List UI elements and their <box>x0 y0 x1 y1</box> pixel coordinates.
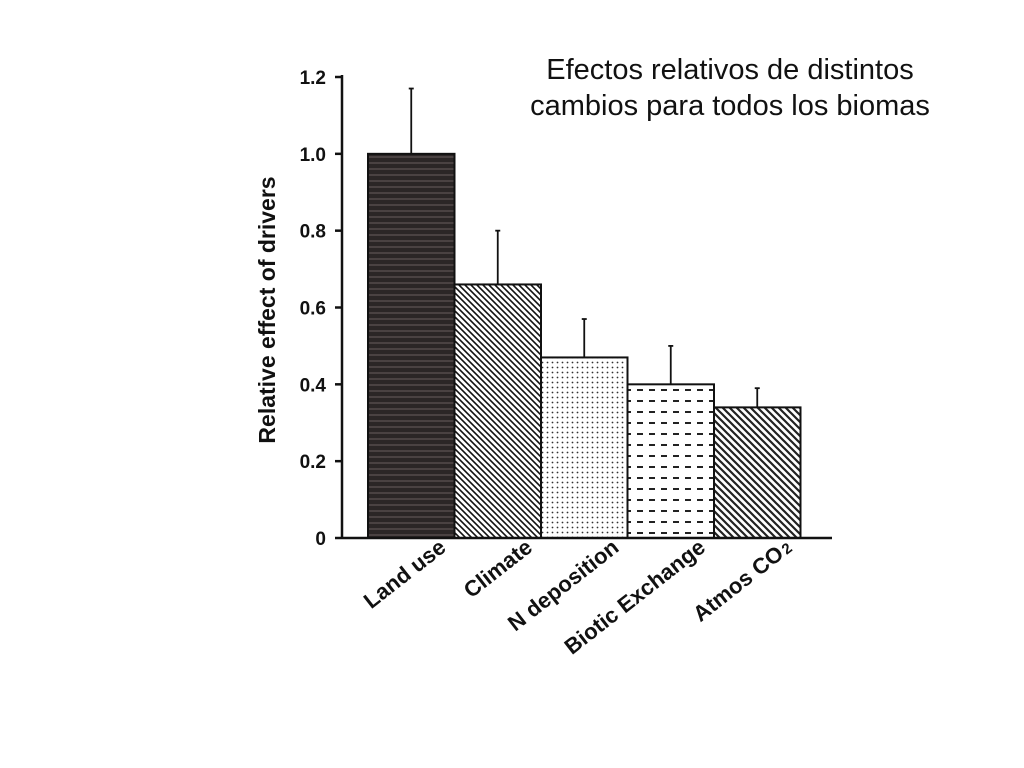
x-tick-label: Climate <box>459 534 537 603</box>
y-tick-label: 1.2 <box>300 68 326 89</box>
y-tick-label: 0.2 <box>300 452 326 473</box>
y-tick-label: 0 <box>315 529 326 550</box>
bar <box>626 383 715 540</box>
y-tick-label: 0.4 <box>300 375 327 396</box>
y-tick-label: 0.6 <box>300 299 326 320</box>
x-tick-label: Land use <box>359 534 450 613</box>
bar <box>713 406 802 539</box>
slide-title: Efectos relativos de distintos cambios p… <box>470 52 990 124</box>
title-line-1: Efectos relativos de distintos <box>546 54 914 86</box>
y-tick-label: 1.0 <box>300 145 326 166</box>
title-line-2: cambios para todos los biomas <box>530 90 930 122</box>
bar <box>540 356 629 540</box>
bar <box>367 152 456 539</box>
y-tick-label: 0.8 <box>300 222 326 243</box>
y-axis-title: Relative effect of drivers <box>254 176 280 443</box>
x-tick-label: Biotic Exchange <box>560 534 710 659</box>
bar <box>453 283 542 540</box>
